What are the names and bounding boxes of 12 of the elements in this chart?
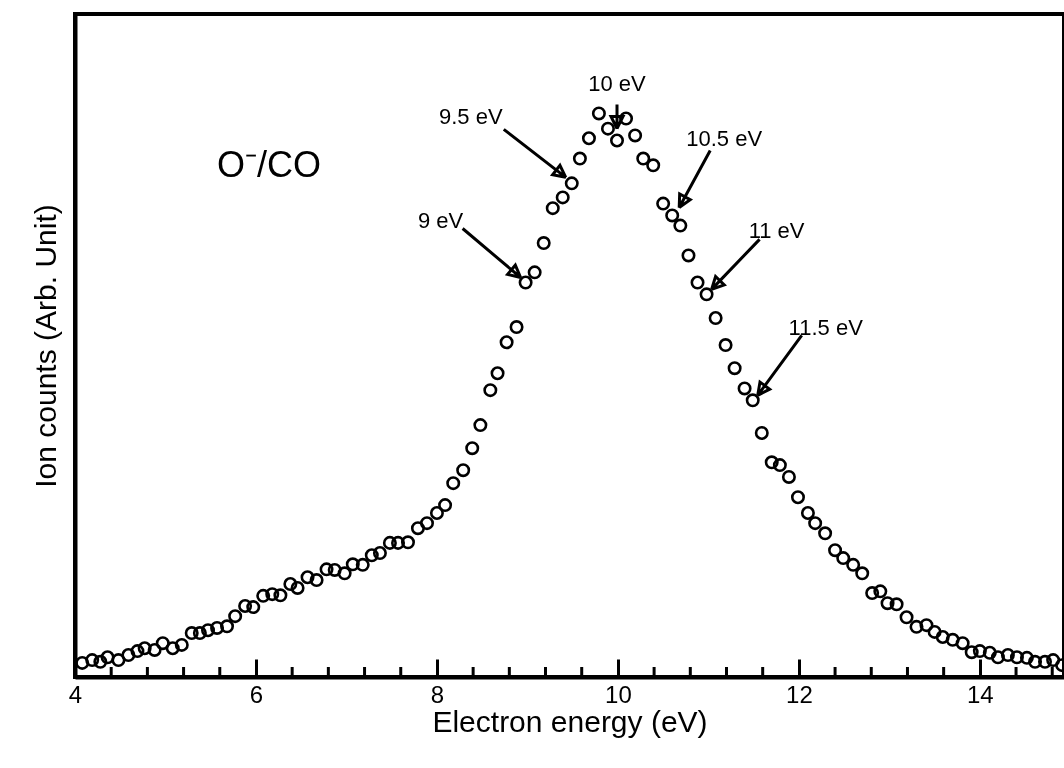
annotation: 11.5 eV xyxy=(788,315,864,341)
annotation: 10.5 eV xyxy=(686,126,763,152)
annotation: 11 eV xyxy=(748,218,805,244)
x-tick-label: 4 xyxy=(68,680,83,708)
annotation: 9 eV xyxy=(417,207,464,233)
x-tick-label: 12 xyxy=(786,680,813,708)
x-tick-label: 14 xyxy=(967,680,994,708)
y-axis-title: Ion counts (Arb. Unit) xyxy=(28,204,62,488)
x-tick-label: 6 xyxy=(249,680,264,708)
annotation: 10 eV xyxy=(588,70,647,96)
annotation: O⁻/CO xyxy=(217,144,322,185)
annotation: 9.5 eV xyxy=(438,104,503,130)
